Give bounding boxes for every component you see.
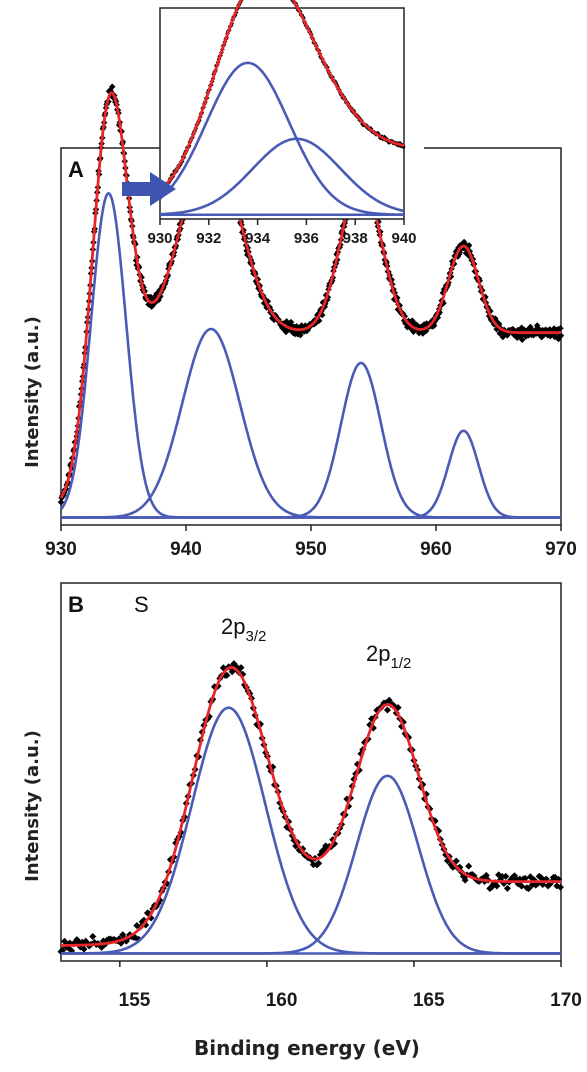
data-point	[521, 874, 529, 882]
data-point	[557, 325, 564, 332]
x-axis-title: Binding energy (eV)	[194, 1036, 420, 1060]
x-tick-label: 930	[147, 230, 172, 247]
peak-label-sub: 1/2	[390, 655, 411, 672]
panel-a-x-tick-labels: 930 940 950 960 970	[45, 539, 577, 560]
x-tick-label: 970	[545, 539, 577, 560]
panel-b-plot-area	[57, 660, 564, 956]
data-point	[89, 932, 97, 941]
peak-label-2p1-2: 2p1/2	[366, 641, 411, 672]
panel-b-frame	[60, 582, 562, 962]
component-peak-2	[160, 137, 405, 216]
fit-envelope-line	[61, 666, 561, 947]
component-peak-4	[61, 429, 561, 519]
x-tick-label: 160	[266, 990, 298, 1011]
peak-label-2p3-2: 2p3/2	[221, 614, 266, 645]
panel-b-x-ticks	[119, 961, 562, 967]
peak-label-base: 2p	[366, 641, 390, 666]
inset-x-tick-labels: 930 932 934 936 938 940	[147, 230, 416, 247]
x-tick-label: 930	[45, 539, 77, 560]
data-point	[315, 859, 323, 867]
x-tick-label: 155	[119, 990, 151, 1011]
data-point	[383, 706, 392, 714]
data-point	[147, 293, 155, 301]
fit-envelope-line	[159, 0, 405, 193]
data-point	[223, 671, 231, 679]
panel-b-chart: B S 2p3/2 2p1/2 155 160 165 170 Intensit…	[22, 582, 582, 1011]
data-point	[465, 862, 473, 870]
panel-b-x-tick-labels: 155 160 165 170	[119, 990, 582, 1011]
data-point	[493, 882, 501, 890]
data-point	[518, 336, 526, 344]
peak-label-base: 2p	[221, 614, 245, 639]
x-tick-label: 932	[196, 230, 221, 247]
panel-b-label: B	[68, 592, 84, 617]
x-tick-label: 165	[413, 990, 445, 1011]
data-point	[525, 885, 533, 893]
data-point	[556, 883, 564, 891]
component-peak-1	[61, 706, 561, 955]
panel-a-inset-chart: 930 932 934 936 938 940	[122, 0, 417, 247]
x-tick-label: 950	[295, 539, 327, 560]
component-peak-2	[61, 774, 561, 955]
peak-label-sub: 3/2	[245, 628, 266, 645]
panel-a-label: A	[68, 157, 84, 182]
data-point	[518, 882, 526, 890]
x-tick-label: 938	[343, 230, 368, 247]
x-tick-label: 940	[391, 230, 416, 247]
x-tick-label: 940	[170, 539, 202, 560]
data-point	[228, 668, 236, 676]
panel-b-y-axis-label: Intensity (a.u.)	[22, 730, 43, 882]
data-point	[108, 83, 116, 90]
inset-frame	[159, 7, 405, 220]
component-peak-3	[61, 361, 561, 519]
fit-envelope-line	[59, 91, 561, 499]
element-label: S	[134, 592, 149, 617]
x-tick-label: 960	[420, 539, 452, 560]
data-point	[297, 331, 304, 339]
inset-x-ticks	[159, 219, 405, 225]
panel-a-y-axis-label: Intensity (a.u.)	[22, 316, 43, 468]
data-point	[502, 872, 510, 880]
data-points	[57, 660, 564, 956]
data-point	[237, 664, 245, 672]
inset-plot-area	[157, 0, 406, 217]
data-point	[503, 884, 512, 892]
component-peak-1	[159, 61, 405, 216]
arrow-icon	[122, 172, 176, 206]
x-tick-label: 936	[294, 230, 319, 247]
data-point	[59, 946, 67, 954]
panel-a-x-ticks	[60, 525, 562, 531]
x-tick-label: 934	[245, 230, 271, 247]
data-point	[80, 945, 88, 953]
x-tick-label: 170	[550, 990, 582, 1011]
